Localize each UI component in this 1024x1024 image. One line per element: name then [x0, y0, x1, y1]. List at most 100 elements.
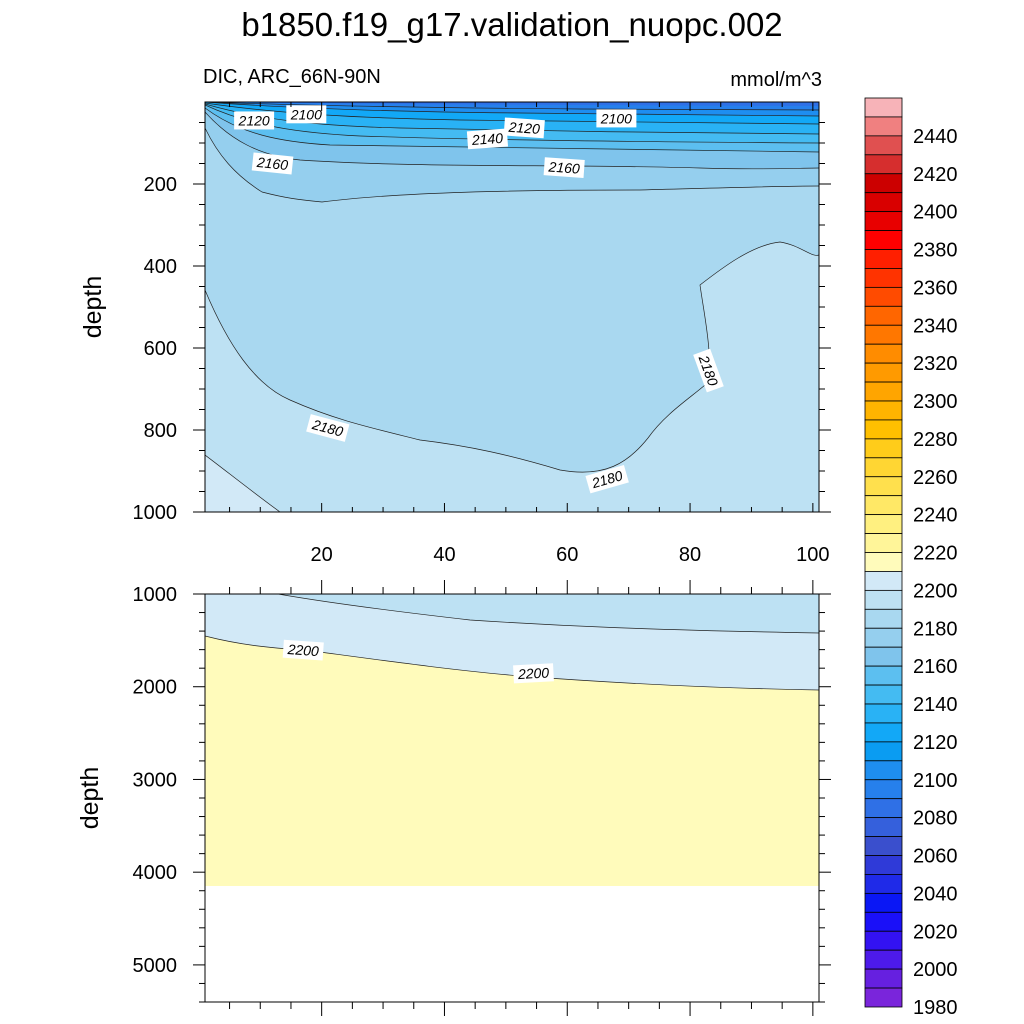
colorbar-label: 2140 [913, 694, 958, 716]
colorbar-swatch [864, 249, 903, 269]
colorbar-label: 2120 [913, 732, 958, 754]
colorbar-label: 2400 [913, 202, 958, 224]
colorbar-swatch [864, 286, 903, 307]
left-subtitle: DIC, ARC_66N-90N [203, 66, 381, 88]
colorbar-swatch [864, 533, 903, 553]
colorbar-swatch [864, 324, 903, 345]
chart-title: b1850.f19_g17.validation_nuopc.002 [241, 6, 782, 43]
colorbar-label: 2100 [913, 770, 958, 792]
colorbar-swatch [864, 589, 903, 610]
contour-label-text: 2160 [255, 154, 289, 173]
colorbar-label: 2020 [913, 921, 958, 943]
lower-contour-lines [205, 594, 819, 691]
y-tick-label: 600 [144, 338, 177, 360]
contour-label: 2100 [596, 109, 637, 128]
colorbar-swatch [864, 703, 903, 724]
colorbar-swatch [864, 968, 903, 989]
colorbar-label: 2080 [913, 808, 958, 830]
colorbar-swatch [864, 627, 903, 648]
units-label: mmol/m^3 [730, 69, 822, 91]
x-tick-label: 60 [556, 544, 578, 566]
colorbar-swatch [864, 571, 903, 591]
contour-label-text: 2200 [286, 641, 319, 659]
upper-contour-fills [205, 102, 819, 512]
lower-contour-fills [205, 594, 819, 886]
colorbar-label: 2260 [913, 467, 958, 489]
colorbar-swatch [864, 760, 903, 781]
colorbar-label: 2340 [913, 315, 958, 337]
colorbar-swatch [864, 230, 903, 250]
colorbar-label: 2040 [913, 883, 958, 905]
y-tick-label: 1000 [133, 502, 178, 524]
colorbar-swatch [864, 343, 903, 364]
colorbar-swatch [864, 722, 903, 743]
colorbar-label: 1980 [913, 997, 958, 1019]
y-tick-label: 3000 [133, 769, 178, 791]
colorbar-swatch [864, 855, 903, 875]
colorbar-swatch [864, 608, 903, 629]
contour-label: 2140 [466, 128, 509, 150]
colorbar-swatch [864, 135, 903, 156]
lower-panel: 2200 2200 1000 2000 3000 4000 5000 [133, 580, 831, 1016]
colorbar-swatch [864, 211, 903, 231]
y-tick-label: 5000 [133, 955, 178, 977]
colorbar-swatch [864, 514, 903, 534]
colorbar-swatch [864, 987, 903, 1008]
contour-label-text: 2160 [547, 158, 580, 176]
colorbar-label: 2320 [913, 353, 958, 375]
colorbar-swatch [864, 949, 903, 970]
upper-panel: 2100212021602140212021002160218021802180… [133, 101, 831, 566]
colorbar-swatch [864, 741, 903, 762]
colorbar-swatches [864, 97, 903, 1008]
colorbar-label: 2000 [913, 959, 958, 981]
colorbar-label: 2440 [913, 126, 958, 148]
x-tick-label: 100 [796, 544, 829, 566]
colorbar-label: 2220 [913, 543, 958, 565]
colorbar-label: 2280 [913, 429, 958, 451]
colorbar-swatch [864, 438, 903, 459]
colorbar-swatch [864, 930, 903, 951]
y-tick-label: 4000 [133, 862, 178, 884]
colorbar-swatch [864, 495, 903, 516]
colorbar-swatch [864, 97, 903, 118]
colorbar-swatch [864, 400, 903, 421]
contour-label: 2200 [282, 639, 324, 661]
colorbar-swatch [864, 268, 903, 288]
colorbar-swatch [864, 874, 903, 894]
colorbar-swatch [864, 892, 903, 913]
colorbar-swatch [864, 173, 903, 194]
colorbar-swatch [864, 362, 903, 383]
colorbar-label: 2160 [913, 656, 958, 678]
x-tick-label: 80 [679, 544, 701, 566]
lower-axis-ticks: 1000 2000 3000 4000 5000 [133, 580, 831, 1016]
y-tick-label: 400 [144, 256, 177, 278]
contour-label-text: 2100 [290, 106, 322, 122]
colorbar-label: 2380 [913, 240, 958, 262]
colorbar-swatch [864, 817, 903, 837]
contour-label: 2200 [513, 663, 554, 684]
upper-axis-ticks: 20 40 60 80 100 200 400 600 800 1000 [133, 102, 831, 566]
colorbar-label: 2360 [913, 277, 958, 299]
colorbar-swatch [864, 779, 903, 800]
y-tick-label: 2000 [133, 677, 178, 699]
colorbar-label: 2200 [913, 580, 958, 602]
contour-label-text: 2140 [470, 130, 503, 148]
colorbar-labels: 2440 2420 2400 2380 2360 2340 2320 2300 2280 2260… [913, 126, 958, 1019]
colorbar-label: 2060 [913, 846, 958, 868]
colorbar-label: 2240 [913, 505, 958, 527]
colorbar-label: 2420 [913, 164, 958, 186]
colorbar-label: 2180 [913, 618, 958, 640]
colorbar-swatch [864, 684, 903, 705]
colorbar-swatch [864, 305, 903, 326]
x-tick-label: 40 [433, 544, 455, 566]
lower-y-axis-label: depth [76, 767, 104, 830]
colorbar: 2440 2420 2400 2380 2360 2340 2320 2300 2280 2260… [864, 97, 958, 1019]
contour-label-text: 2120 [507, 119, 540, 137]
colorbar-swatch [864, 476, 903, 497]
y-tick-label: 800 [144, 420, 177, 442]
upper-y-axis-label: depth [79, 276, 107, 339]
contour-label: 2160 [543, 157, 585, 178]
colorbar-swatch [864, 419, 903, 440]
colorbar-swatch [864, 381, 903, 402]
y-tick-label: 200 [144, 174, 177, 196]
